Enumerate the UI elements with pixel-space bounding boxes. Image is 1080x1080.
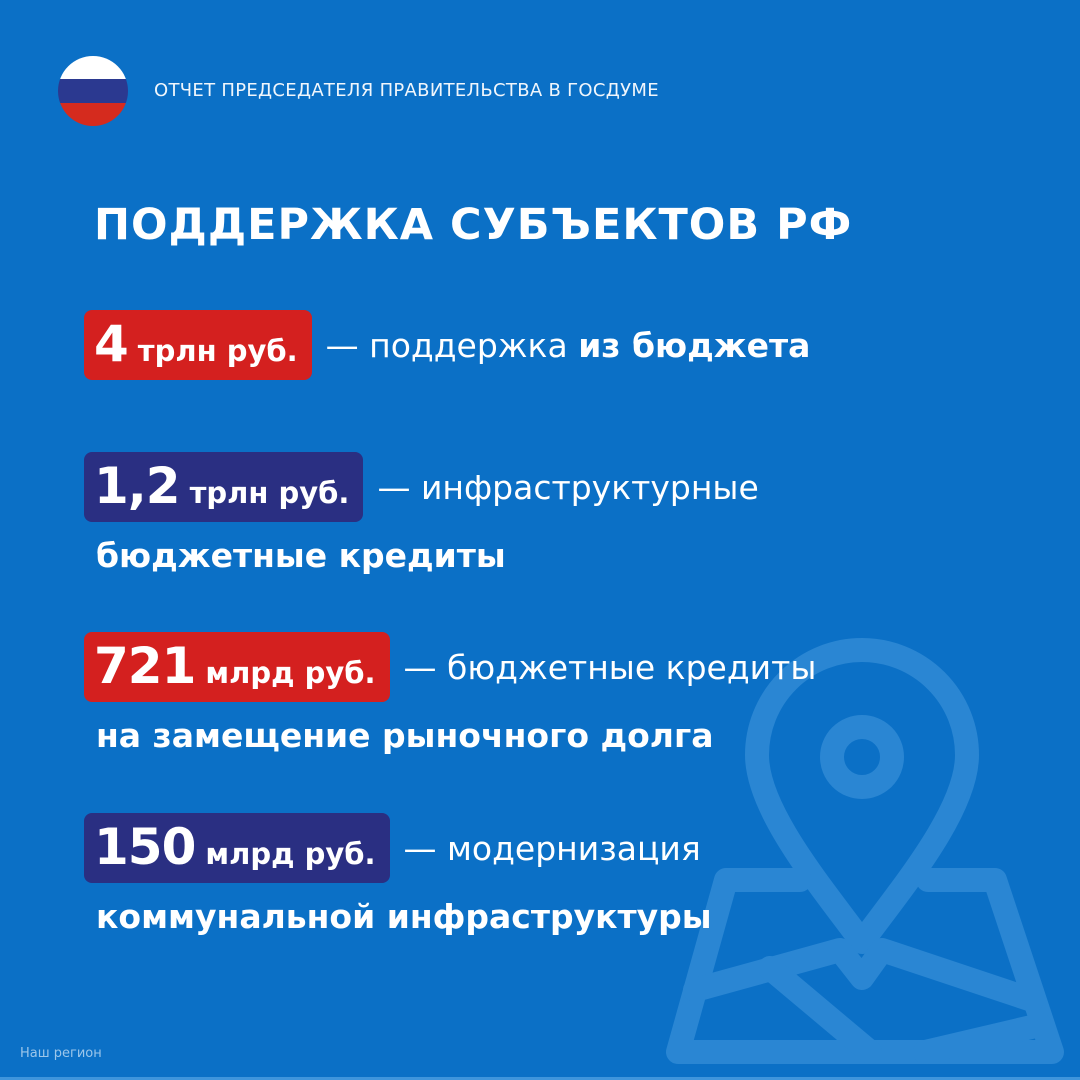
- amount-badge: 1,2 трлн руб.: [84, 452, 364, 522]
- amount-unit: трлн руб.: [189, 476, 350, 510]
- amount-number: 1,2: [94, 457, 181, 515]
- header-text: ОТЧЕТ ПРЕДСЕДАТЕЛЯ ПРАВИТЕЛЬСТВА В ГОСДУ…: [154, 80, 659, 101]
- amount-number: 150: [94, 818, 196, 876]
- amount-badge: 721 млрд руб.: [84, 632, 390, 702]
- stat-item: 721 млрд руб. — бюджетные кредиты на зам…: [84, 632, 816, 755]
- russia-flag-icon: [58, 56, 128, 126]
- page-title: ПОДДЕРЖКА СУБЪЕКТОВ РФ: [94, 200, 853, 250]
- description: — бюджетные кредиты: [403, 647, 817, 687]
- amount-unit: млрд руб.: [205, 656, 376, 690]
- description: — инфраструктурные: [377, 467, 759, 507]
- amount-unit: млрд руб.: [205, 837, 376, 871]
- amount-badge: 4 трлн руб.: [84, 310, 312, 380]
- description-bold: коммунальной инфраструктуры: [96, 897, 712, 936]
- amount-number: 721: [94, 637, 196, 695]
- stat-item: 4 трлн руб. — поддержка из бюджета: [84, 310, 810, 380]
- bottom-divider: [0, 1077, 1080, 1080]
- stat-item: 1,2 трлн руб. — инфраструктурные бюджетн…: [84, 452, 759, 575]
- description: — поддержка из бюджета: [326, 326, 811, 365]
- description-bold: на замещение рыночного долга: [96, 716, 714, 755]
- stat-item: 150 млрд руб. — модернизация коммунально…: [84, 813, 712, 936]
- description-text: — поддержка: [325, 325, 579, 365]
- description-bold: из бюджета: [578, 325, 811, 365]
- description: — модернизация: [403, 828, 701, 868]
- description-bold: бюджетные кредиты: [96, 536, 506, 575]
- amount-number: 4: [94, 315, 129, 373]
- amount-badge: 150 млрд руб.: [84, 813, 390, 883]
- amount-unit: трлн руб.: [137, 334, 298, 368]
- source-label: Наш регион: [20, 1046, 102, 1061]
